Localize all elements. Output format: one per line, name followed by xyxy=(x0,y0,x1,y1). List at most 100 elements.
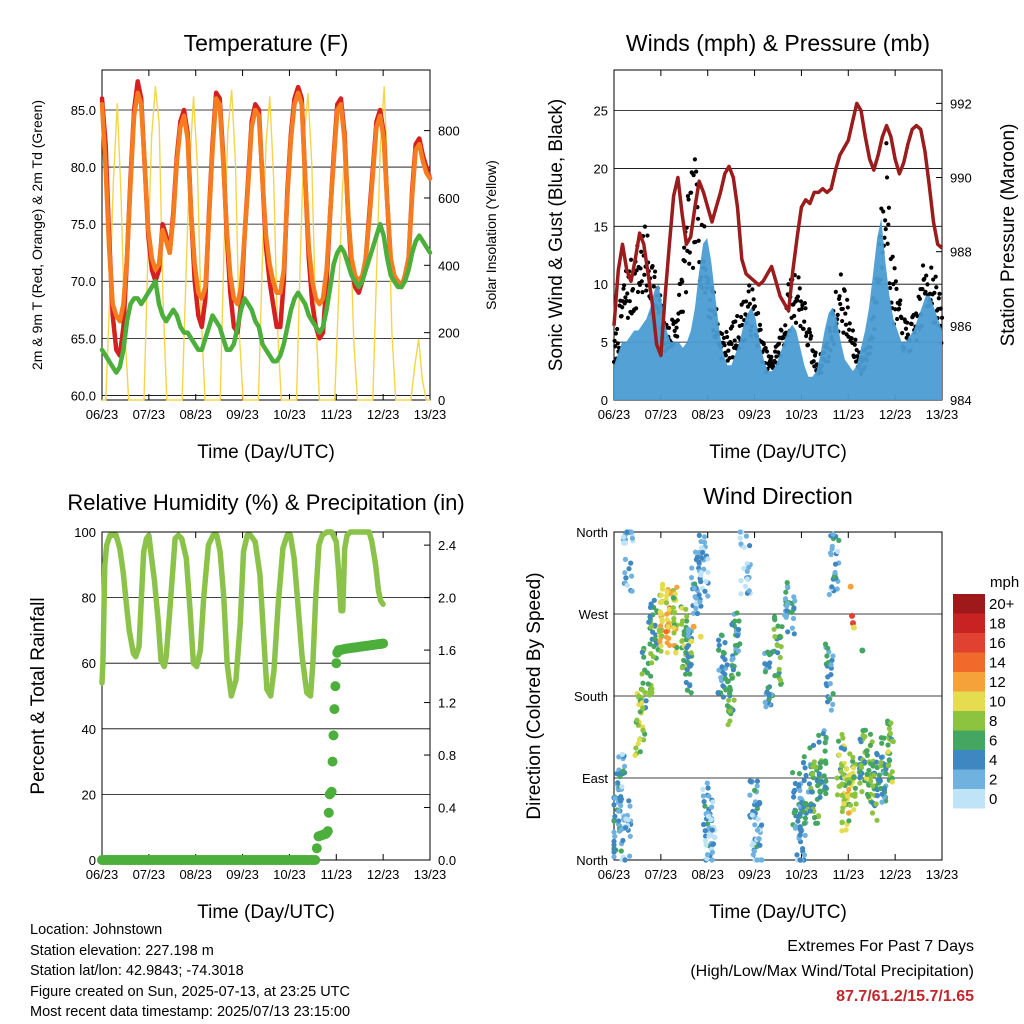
x-tick-label: 12/23 xyxy=(879,407,912,422)
colorbar-swatch xyxy=(953,633,985,653)
gust-point xyxy=(735,313,740,319)
direction-point xyxy=(725,722,731,728)
y2-tick-label: 984 xyxy=(950,393,972,408)
direction-point xyxy=(816,732,822,738)
x-tick-label: 11/23 xyxy=(320,407,352,422)
y-tick-label: 100 xyxy=(74,525,96,540)
direction-point xyxy=(735,671,741,677)
direction-point xyxy=(791,594,797,600)
gust-point xyxy=(692,157,697,162)
gust-point xyxy=(852,342,857,347)
speed-colorbar: mph 20+ 18 16 14 12 10 8 6 4 2 0 xyxy=(953,574,1019,809)
direction-point xyxy=(687,683,693,689)
direction-point xyxy=(705,593,711,599)
colorbar-label: 16 xyxy=(989,635,1006,652)
gust-point xyxy=(685,193,691,199)
x-tick-label: 13/23 xyxy=(414,867,447,882)
direction-point xyxy=(724,662,730,668)
direction-ylabel: Direction (Colored By Speed) xyxy=(524,572,545,819)
y-tick-label: 60.0 xyxy=(71,388,96,403)
direction-point xyxy=(817,788,823,794)
direction-point xyxy=(784,608,790,614)
direction-point xyxy=(615,780,621,786)
direction-point xyxy=(698,603,704,609)
gust-point xyxy=(628,257,634,262)
direction-point xyxy=(701,534,708,540)
gust-point xyxy=(732,338,737,343)
direction-point xyxy=(715,690,721,696)
direction-point xyxy=(716,667,722,673)
direction-point xyxy=(619,751,626,758)
gust-point xyxy=(805,342,811,348)
direction-point xyxy=(803,801,809,807)
direction-point xyxy=(705,569,711,575)
direction-point xyxy=(874,752,880,758)
gust-point xyxy=(804,333,809,339)
direction-point xyxy=(627,853,633,859)
direction-point xyxy=(801,777,807,784)
y-tick-label: 70.0 xyxy=(71,274,96,289)
direction-point xyxy=(873,801,879,807)
direction-point xyxy=(832,569,838,576)
direction-point xyxy=(619,784,625,790)
direction-point xyxy=(622,540,629,546)
direction-point xyxy=(725,703,732,710)
gust-point xyxy=(793,320,799,325)
direction-point xyxy=(797,832,803,838)
direction-point xyxy=(622,763,628,770)
direction-point xyxy=(877,778,884,784)
direction-point xyxy=(646,619,652,625)
gust-point xyxy=(730,324,735,329)
direction-point xyxy=(850,624,857,631)
y-tick-label: 60 xyxy=(82,656,96,671)
gust-point xyxy=(758,327,763,332)
direction-point xyxy=(636,693,642,699)
direction-point xyxy=(867,731,874,737)
direction-point xyxy=(801,754,807,760)
direction-point xyxy=(658,623,664,629)
direction-point xyxy=(679,618,686,624)
gust-point xyxy=(733,319,738,324)
gust-point xyxy=(811,359,816,364)
direction-point xyxy=(683,671,689,677)
gust-point xyxy=(750,287,755,292)
colorbar-label: 10 xyxy=(989,694,1006,711)
direction-point xyxy=(836,752,842,758)
direction-point xyxy=(700,793,707,799)
direction-point xyxy=(687,671,693,677)
direction-point xyxy=(647,692,653,698)
y2-tick-label: 992 xyxy=(950,96,972,111)
direction-point xyxy=(819,779,825,785)
direction-point xyxy=(658,643,664,649)
direction-point xyxy=(762,699,768,706)
gust-point xyxy=(637,282,643,287)
gust-point xyxy=(682,259,687,264)
direction-point xyxy=(616,808,622,814)
gust-point xyxy=(883,218,888,223)
gust-point xyxy=(680,309,685,314)
direction-point xyxy=(852,791,858,797)
x-tick-label: 11/23 xyxy=(320,867,352,882)
direction-point xyxy=(870,783,876,789)
direction-point xyxy=(716,637,722,643)
direction-point xyxy=(694,610,701,617)
direction-point xyxy=(746,588,752,594)
gust-point xyxy=(898,298,903,303)
gust-point xyxy=(802,300,807,306)
direction-point xyxy=(830,701,836,708)
wind-direction-panel: Wind Direction Time (Day/UTC) Direction … xyxy=(524,483,958,923)
gust-point xyxy=(680,279,685,284)
direction-point xyxy=(729,657,735,663)
direction-point xyxy=(623,575,629,581)
direction-point xyxy=(859,647,866,654)
direction-point xyxy=(732,643,739,649)
direction-point xyxy=(801,852,808,858)
y-tick-label: 20 xyxy=(82,787,96,802)
wind-speed-area xyxy=(614,218,942,400)
direction-point xyxy=(722,640,728,646)
gust-point xyxy=(925,282,930,287)
direction-point xyxy=(803,772,809,779)
direction-point xyxy=(736,626,742,633)
gust-point xyxy=(842,288,847,293)
x-tick-label: 07/23 xyxy=(133,407,166,422)
